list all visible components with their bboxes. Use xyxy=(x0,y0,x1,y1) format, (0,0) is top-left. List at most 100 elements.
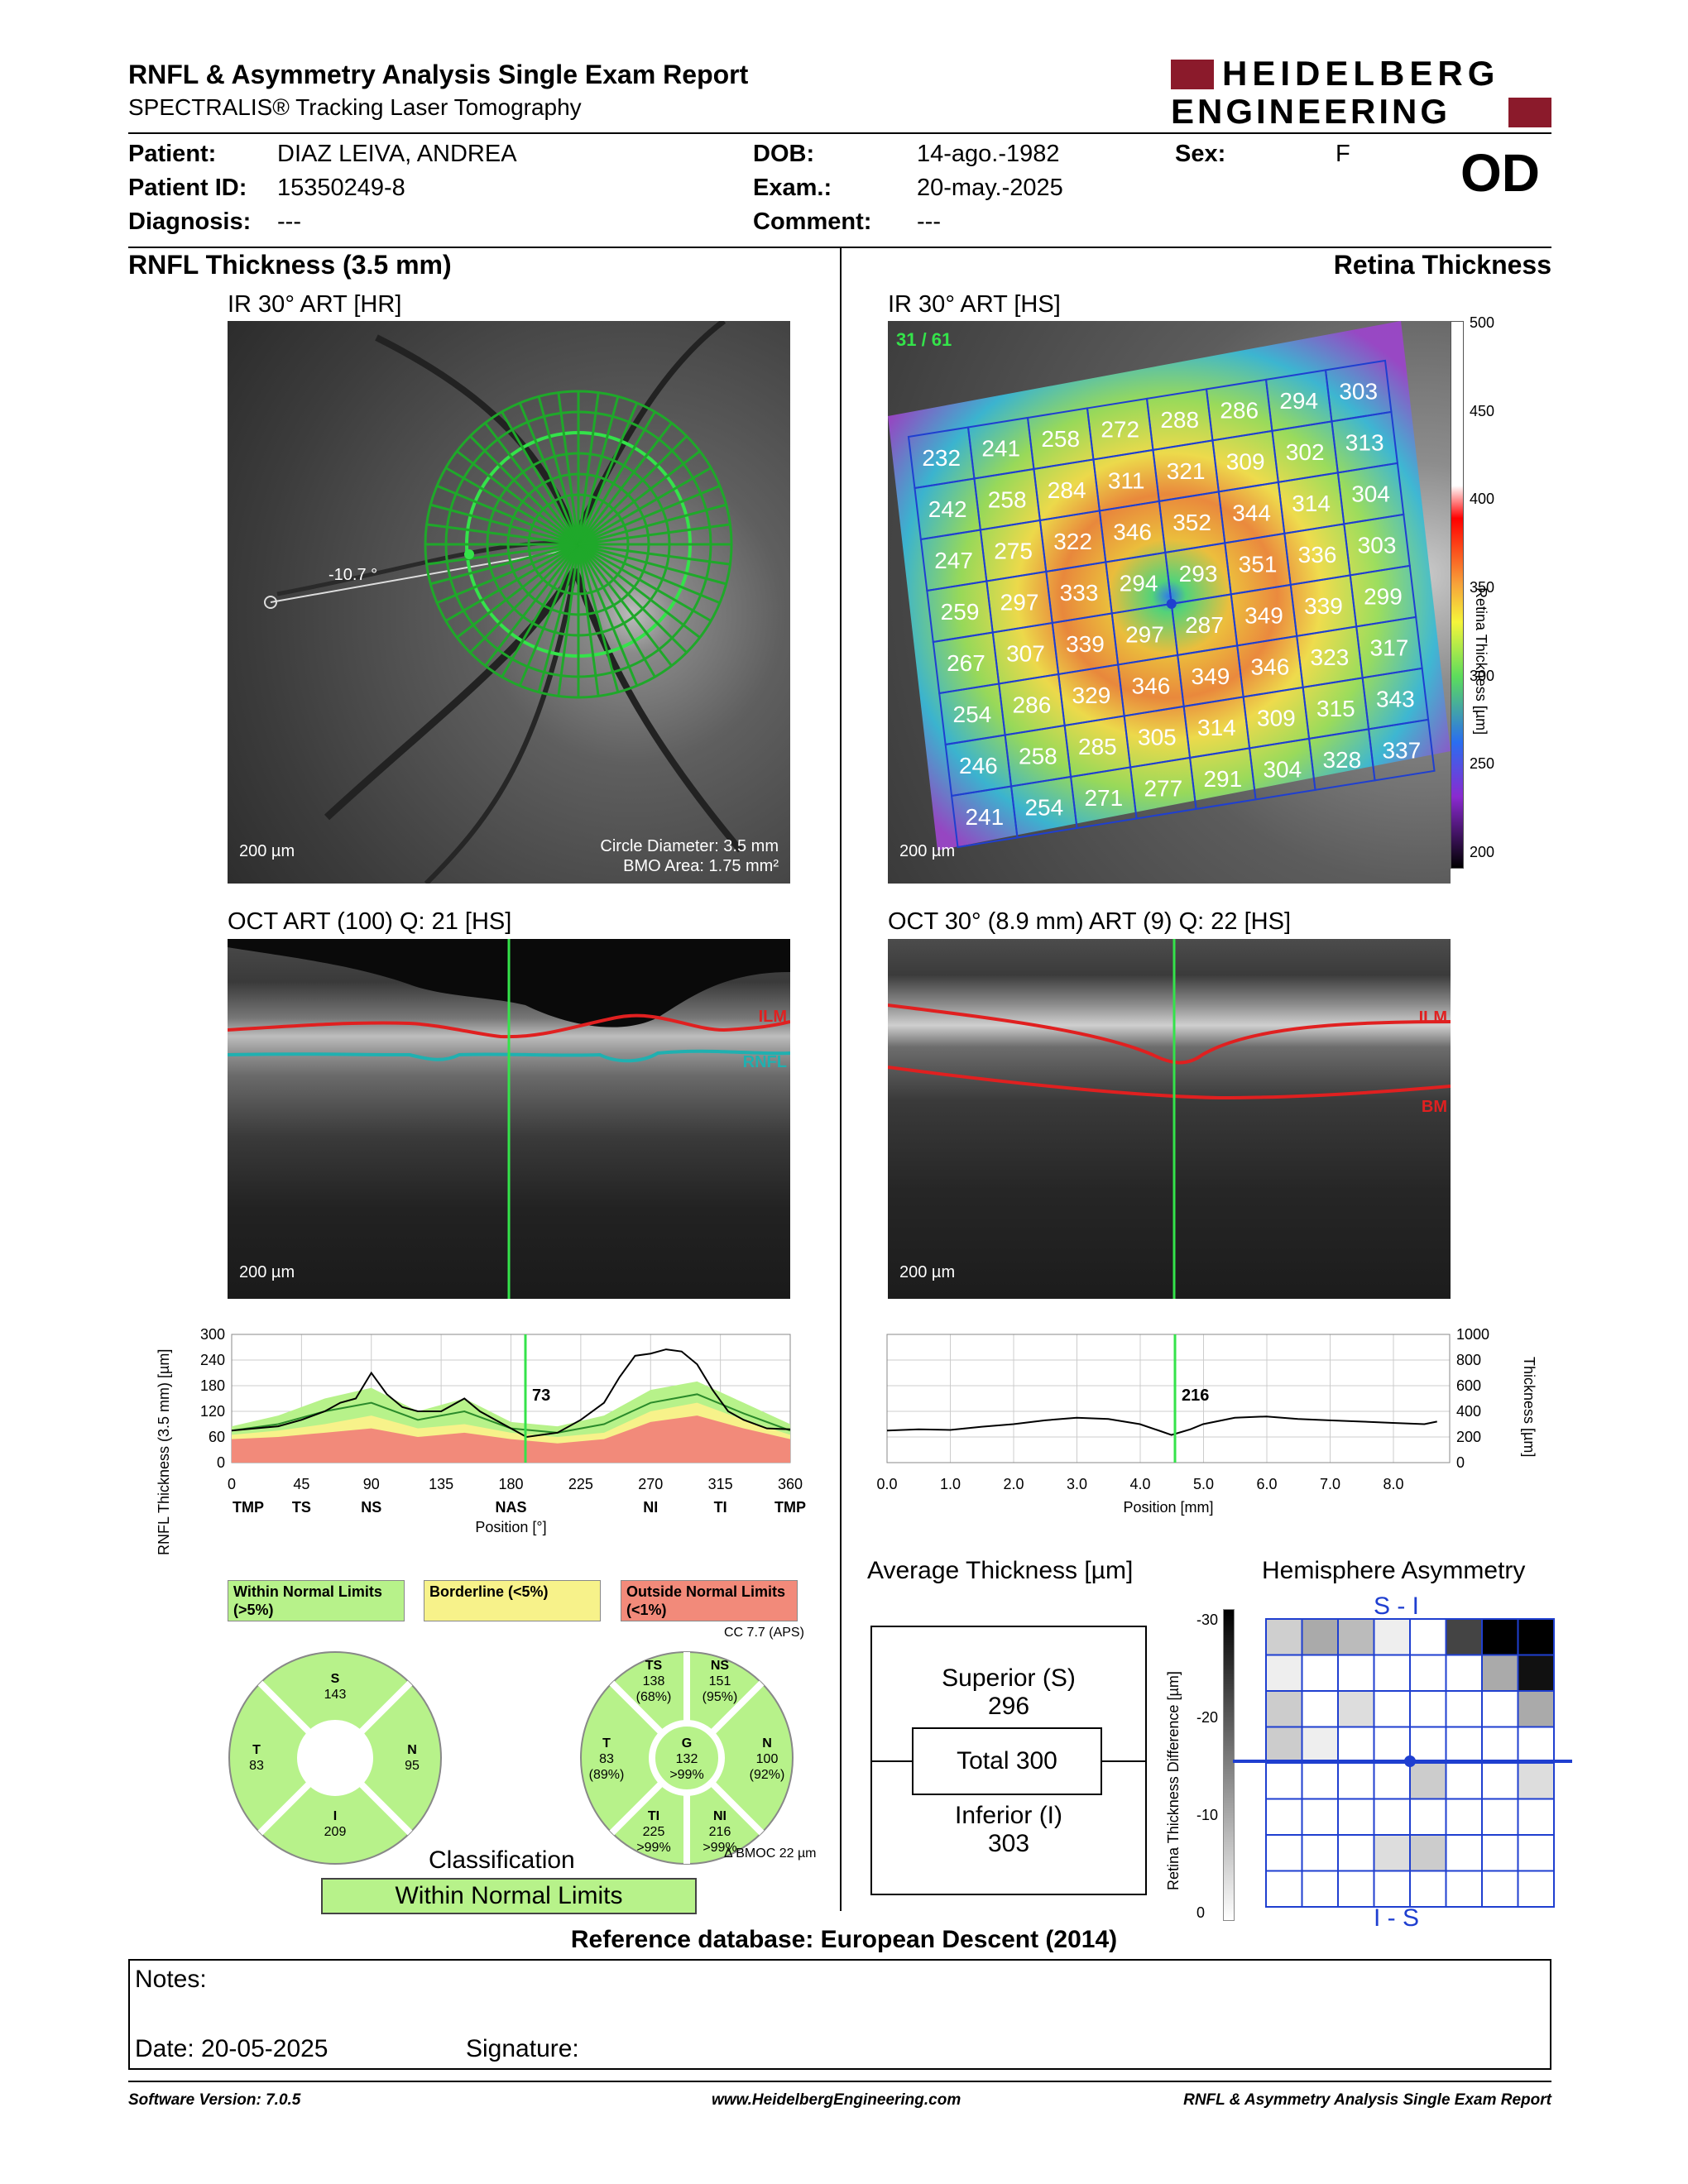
exam-value: 20-may.-2025 xyxy=(917,175,1063,201)
grid-cell-value: 349 xyxy=(1192,663,1230,689)
patient-id-value: 15350249-8 xyxy=(277,175,405,201)
asymmetry-cell xyxy=(1481,1762,1519,1800)
asymmetry-cell xyxy=(1373,1834,1411,1872)
scan-spoke xyxy=(578,543,731,566)
asymmetry-title: Hemisphere Asymmetry xyxy=(1262,1557,1526,1584)
sector-label: 151 xyxy=(709,1674,731,1688)
sector-label: 100 xyxy=(756,1752,779,1766)
scan-spoke xyxy=(557,544,580,697)
asymmetry-cell xyxy=(1517,1798,1555,1836)
sector-label: 83 xyxy=(599,1752,614,1766)
avg-thickness-title: Average Thickness [µm] xyxy=(867,1557,1134,1584)
asymmetry-cell xyxy=(1517,1690,1555,1728)
scan-spoke xyxy=(518,402,580,545)
retina-colorbar xyxy=(1451,321,1464,869)
asymmetry-cell xyxy=(1481,1618,1519,1656)
logo-text-2: ENGINEERING xyxy=(1171,92,1451,131)
colorbar-tick: 500 xyxy=(1470,314,1495,331)
bm-label-right: BM xyxy=(1421,1098,1447,1116)
report-subtitle: SPECTRALIS® Tracking Laser Tomography xyxy=(128,94,582,120)
grid-cell-value: 305 xyxy=(1138,725,1177,750)
scan-spoke xyxy=(518,544,580,687)
x-tick-label: 90 xyxy=(363,1476,380,1492)
inferior-label: Inferior (I) xyxy=(954,1802,1063,1829)
asymmetry-cell xyxy=(1337,1690,1375,1728)
asymmetry-cell xyxy=(1409,1726,1447,1764)
sector-label: TI xyxy=(648,1809,659,1823)
sector-divider xyxy=(257,1680,314,1736)
asymmetry-cell xyxy=(1301,1762,1339,1800)
sector-label: NS xyxy=(711,1659,730,1673)
x-tick-label: 135 xyxy=(429,1476,453,1492)
grid-cell-value: 272 xyxy=(1101,417,1139,443)
x-tick-label: 5.0 xyxy=(1193,1476,1214,1492)
asymmetry-cell xyxy=(1265,1726,1303,1764)
asymmetry-cell xyxy=(1337,1798,1375,1836)
ir-right-title: IR 30° ART [HS] xyxy=(888,291,1061,318)
scan-spoke xyxy=(557,392,580,545)
grid-cell-value: 346 xyxy=(1132,673,1171,699)
asymmetry-cell xyxy=(1481,1690,1519,1728)
grid-cell-value: 267 xyxy=(947,650,985,676)
scan-spoke xyxy=(445,467,579,546)
asymmetry-cell xyxy=(1517,1654,1555,1692)
reference-db: Reference database: European Descent (20… xyxy=(570,1926,1118,1953)
grid-cell-value: 246 xyxy=(959,753,998,778)
scan-spoke xyxy=(426,523,579,546)
grid-cell-value: 336 xyxy=(1298,542,1337,568)
oct-left-bscan: ILM RNFL 200 µm xyxy=(228,939,790,1299)
scale-bar-oct-left: 200 µm xyxy=(239,1263,295,1281)
series-line xyxy=(231,1348,791,1439)
grid-cell-value: 271 xyxy=(1084,785,1123,811)
x-tick-label: 2.0 xyxy=(1003,1476,1024,1492)
asymmetry-cell xyxy=(1517,1618,1555,1656)
sector-label: (89%) xyxy=(589,1768,625,1782)
series-line xyxy=(886,1415,1437,1436)
scan-spoke xyxy=(456,543,579,639)
asymmetry-cell xyxy=(1481,1798,1519,1836)
grid-cell-value: 314 xyxy=(1197,715,1236,740)
sector-label: N xyxy=(407,1743,417,1757)
sector-divider xyxy=(708,1779,765,1836)
grid-cell-value: 286 xyxy=(1013,692,1052,718)
grid-cell-value: 254 xyxy=(1024,795,1063,821)
grid-cell-value: 322 xyxy=(1053,529,1092,554)
x-axis-label: Position [°] xyxy=(475,1519,546,1535)
grid-cell-value: 346 xyxy=(1251,654,1290,680)
grid-cell-value: 297 xyxy=(1125,622,1164,648)
signature-label: Signature: xyxy=(466,2035,579,2062)
grid-cell-value: 288 xyxy=(1160,407,1199,433)
asymmetry-cell xyxy=(1265,1618,1303,1656)
website-link[interactable]: www.HeidelbergEngineering.com xyxy=(712,2091,961,2109)
comment-value: --- xyxy=(917,208,941,235)
asymmetry-cell xyxy=(1265,1798,1303,1836)
sector-divider xyxy=(609,1779,665,1836)
oct-right-bscan: ILM BM 200 µm xyxy=(888,939,1451,1299)
x-tick-label: 180 xyxy=(498,1476,523,1492)
asymmetry-cell xyxy=(1517,1762,1555,1800)
x-tick-label: 225 xyxy=(568,1476,593,1492)
sector-center xyxy=(649,1720,725,1796)
ir-left-title: IR 30° ART [HR] xyxy=(228,291,402,318)
grid-cell-value: 258 xyxy=(1019,744,1057,769)
asymmetry-cell xyxy=(1445,1726,1483,1764)
y-tick-label: 800 xyxy=(1456,1352,1481,1368)
heidelberg-logo: HEIDELBERG ENGINEERING xyxy=(1171,55,1551,132)
grid-cell-value: 275 xyxy=(994,539,1033,564)
grid-cell-value: 259 xyxy=(941,599,980,625)
notes-box[interactable] xyxy=(128,1959,1551,2070)
marker-value: 216 xyxy=(1182,1387,1209,1405)
sector-label: >99% xyxy=(636,1841,670,1855)
diagnosis-value: --- xyxy=(277,208,301,235)
y-tick-label: 300 xyxy=(200,1326,225,1343)
grid-cell-value: 284 xyxy=(1048,477,1086,503)
cc-value: CC 7.7 (APS) xyxy=(724,1626,804,1640)
asymmetry-cell xyxy=(1337,1618,1375,1656)
asymmetry-cell xyxy=(1373,1654,1411,1692)
grid-cell xyxy=(1367,718,1436,782)
grid-cell-value: 351 xyxy=(1239,552,1278,577)
scan-spoke xyxy=(577,395,620,545)
thickness-profile-chart: 1000 800 600 400 200 0 0.0 1.0 2.0 3.0 4.0 5.0 6.0 7.… xyxy=(877,1326,1489,1516)
patient-label: Patient: xyxy=(128,141,217,167)
asymmetry-cell xyxy=(1481,1726,1519,1764)
